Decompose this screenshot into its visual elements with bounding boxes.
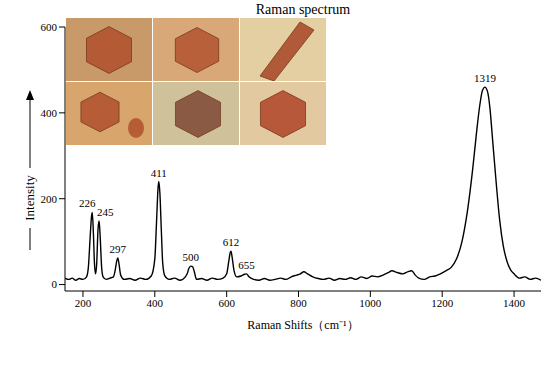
svg-text:200: 200 — [75, 297, 92, 309]
svg-text:500: 500 — [182, 251, 199, 263]
svg-text:1319: 1319 — [474, 72, 497, 84]
svg-text:612: 612 — [223, 236, 240, 248]
svg-text:297: 297 — [110, 243, 127, 255]
svg-text:0: 0 — [52, 278, 58, 290]
svg-text:600: 600 — [218, 297, 235, 309]
svg-text:655: 655 — [238, 259, 255, 271]
svg-text:1200: 1200 — [431, 297, 454, 309]
svg-text:400: 400 — [41, 107, 58, 119]
svg-text:245: 245 — [97, 206, 114, 218]
html-text:Raman spectrum: Raman spectrum — [255, 2, 351, 17]
svg-text:400: 400 — [147, 297, 164, 309]
html-text:Raman Shifts（cm⁻¹）: Raman Shifts（cm⁻¹） — [247, 318, 359, 332]
svg-text:200: 200 — [41, 193, 58, 205]
svg-text:411: 411 — [151, 167, 167, 179]
svg-text:800: 800 — [290, 297, 307, 309]
svg-text:1400: 1400 — [503, 297, 526, 309]
svg-text:Intensity: Intensity — [22, 175, 37, 221]
svg-text:226: 226 — [79, 197, 96, 209]
svg-text:1000: 1000 — [359, 297, 382, 309]
svg-text:600: 600 — [41, 21, 58, 33]
